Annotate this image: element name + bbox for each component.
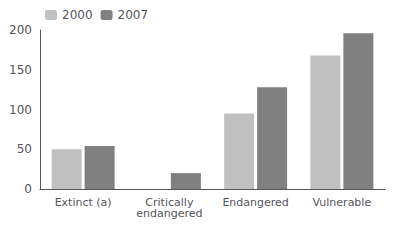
svg-text:200: 200 — [9, 23, 32, 37]
svg-text:Critically: Critically — [145, 196, 194, 209]
svg-text:150: 150 — [9, 63, 32, 77]
svg-text:0: 0 — [24, 182, 32, 196]
svg-text:Vulnerable: Vulnerable — [313, 196, 372, 209]
svg-text:100: 100 — [9, 103, 32, 117]
svg-text:50: 50 — [17, 142, 32, 156]
svg-text:2000: 2000 — [62, 8, 93, 22]
svg-text:endangered: endangered — [136, 207, 202, 220]
svg-text:Extinct (a): Extinct (a) — [55, 196, 112, 209]
svg-text:Endangered: Endangered — [222, 196, 288, 209]
svg-text:2007: 2007 — [118, 8, 149, 22]
